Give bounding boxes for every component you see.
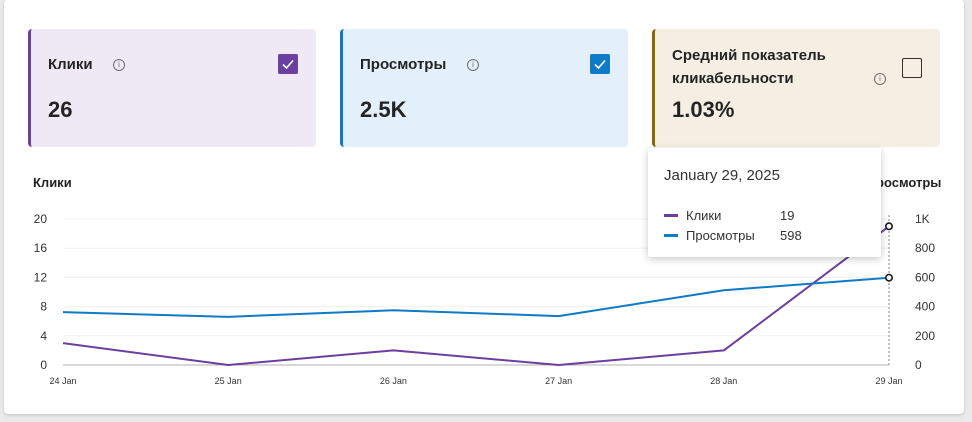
impressions-checkbox[interactable] (590, 54, 610, 74)
left-tick-label: 0 (40, 358, 47, 372)
right-axis-ticks: 0 200 400 600 800 1K (915, 212, 935, 372)
info-icon[interactable]: i (113, 59, 125, 71)
clicks-series-line (62, 225, 890, 366)
impressions-card-value: 2.5K (360, 97, 407, 122)
ctr-card-title-line1: Средний показатель (672, 47, 826, 64)
x-tick-label: 24 Jan (49, 376, 76, 386)
info-icon[interactable]: i (874, 73, 886, 85)
right-tick-label: 600 (915, 270, 935, 284)
right-tick-label: 1K (915, 212, 930, 226)
left-axis-ticks: 0 4 8 12 16 20 (34, 212, 48, 372)
ctr-card-title-line2: кликабельности (672, 70, 794, 87)
chart-tooltip: January 29, 2025 Клики 19 Просмотры 598 (648, 148, 881, 257)
left-tick-label: 16 (34, 241, 48, 255)
left-tick-label: 8 (40, 300, 47, 314)
impressions-hover-point (884, 273, 893, 282)
left-tick-label: 20 (34, 212, 48, 226)
clicks-checkbox[interactable] (278, 54, 298, 74)
ctr-card-value: 1.03% (672, 97, 735, 122)
tooltip-date: January 29, 2025 (664, 167, 780, 184)
ctr-checkbox[interactable] (902, 58, 922, 78)
ctr-card[interactable]: Средний показатель кликабельности i 1.03… (652, 29, 940, 147)
clicks-legend-swatch (664, 214, 678, 217)
tooltip-value: 598 (780, 228, 802, 243)
right-tick-label: 800 (915, 241, 935, 255)
impressions-series-line (62, 276, 890, 318)
impressions-card[interactable]: Просмотры i 2.5K (340, 29, 628, 147)
right-axis-title: росмотры (876, 175, 942, 190)
impressions-legend-swatch (664, 234, 678, 237)
right-tick-label: 400 (915, 300, 935, 314)
left-tick-label: 4 (40, 329, 47, 343)
right-tick-label: 200 (915, 329, 935, 343)
clicks-card-value: 26 (48, 97, 73, 122)
clicks-card[interactable]: Клики i 26 (28, 29, 316, 147)
info-icon[interactable]: i (467, 59, 479, 71)
left-axis-title: Клики (33, 175, 72, 190)
right-tick-label: 0 (915, 358, 922, 372)
tooltip-value: 19 (780, 208, 795, 223)
chart-series (62, 215, 893, 366)
tooltip-label: Клики (686, 208, 722, 223)
x-tick-label: 29 Jan (875, 376, 902, 386)
x-tick-label: 26 Jan (380, 376, 407, 386)
clicks-hover-point (884, 222, 893, 231)
x-tick-label: 25 Jan (215, 376, 242, 386)
left-tick-label: 12 (34, 270, 48, 284)
x-tick-label: 28 Jan (710, 376, 737, 386)
tooltip-label: Просмотры (686, 228, 755, 243)
x-axis-ticks: 24 Jan 25 Jan 26 Jan 27 Jan 28 Jan 29 Jan (49, 376, 902, 386)
x-tick-label: 27 Jan (545, 376, 572, 386)
impressions-card-title: Просмотры (360, 56, 447, 73)
clicks-card-title: Клики (48, 56, 93, 73)
